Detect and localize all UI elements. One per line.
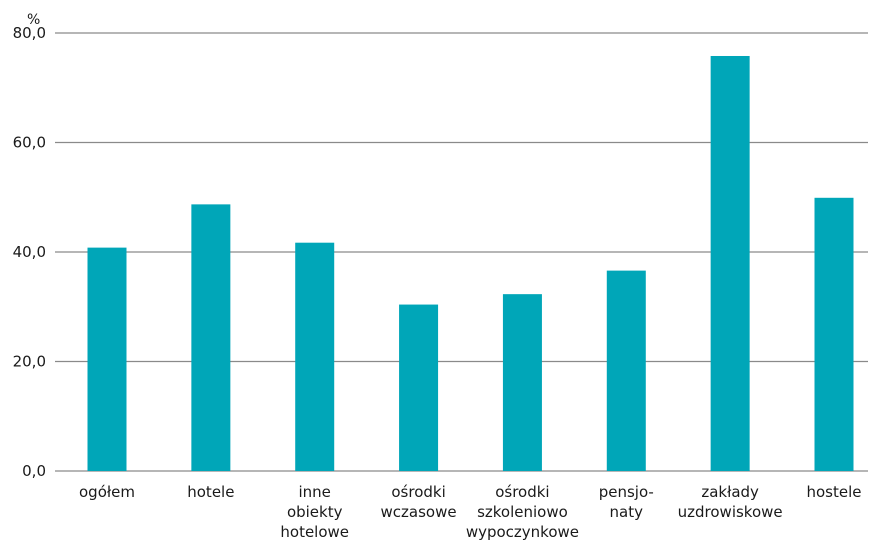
x-category-label: ogółem (79, 483, 135, 501)
x-category-label-line: szkoleniowo (477, 503, 568, 521)
x-category-label-line: hotele (187, 483, 234, 501)
x-category-label-line: uzdrowiskowe (678, 503, 783, 521)
bar (606, 270, 646, 471)
x-category-label-line: ogółem (79, 483, 135, 501)
x-category-label-line: naty (610, 503, 644, 521)
x-category-label: ośrodki szkoleniowo wypoczynkowe (466, 483, 579, 541)
bar (191, 204, 231, 471)
bar (87, 247, 127, 471)
y-axis-unit-label: % (27, 12, 40, 28)
x-axis-category-labels: ogółem hotele inne obiekty hotelowe ośrodki wc… (79, 483, 862, 541)
bar (814, 197, 854, 472)
y-axis-ticks: 0,0 20,0 40,0 60,0 80,0 (13, 24, 46, 480)
x-category-label-line: pensjo- (599, 483, 654, 501)
bars (87, 55, 854, 472)
x-category-label-line: wypoczynkowe (466, 523, 579, 541)
x-category-label-line: zakłady (701, 483, 759, 501)
x-category-label: zakłady uzdrowiskowe (678, 483, 783, 521)
x-category-label: hostele (806, 483, 861, 501)
bar (399, 304, 439, 471)
x-category-label-line: hotelowe (280, 523, 349, 541)
x-category-label: hotele (187, 483, 234, 501)
y-tick-label: 60,0 (13, 134, 46, 152)
x-category-label: inne obiekty hotelowe (280, 483, 349, 541)
x-category-label-line: wczasowe (381, 503, 457, 521)
y-tick-label: 40,0 (13, 243, 46, 261)
x-category-label: ośrodki wczasowe (381, 483, 457, 521)
x-category-label-line: ośrodki (391, 483, 445, 501)
bar (710, 55, 750, 472)
x-category-label-line: inne (299, 483, 331, 501)
x-category-label: pensjo-naty (599, 483, 654, 521)
y-tick-label: 0,0 (22, 462, 46, 480)
y-tick-label: 80,0 (13, 24, 46, 42)
y-tick-label: 20,0 (13, 353, 46, 371)
x-category-label-line: ośrodki (495, 483, 549, 501)
bar (502, 294, 542, 471)
x-category-label-line: hostele (806, 483, 861, 501)
x-category-label-line: obiekty (287, 503, 343, 521)
bar (295, 242, 335, 471)
